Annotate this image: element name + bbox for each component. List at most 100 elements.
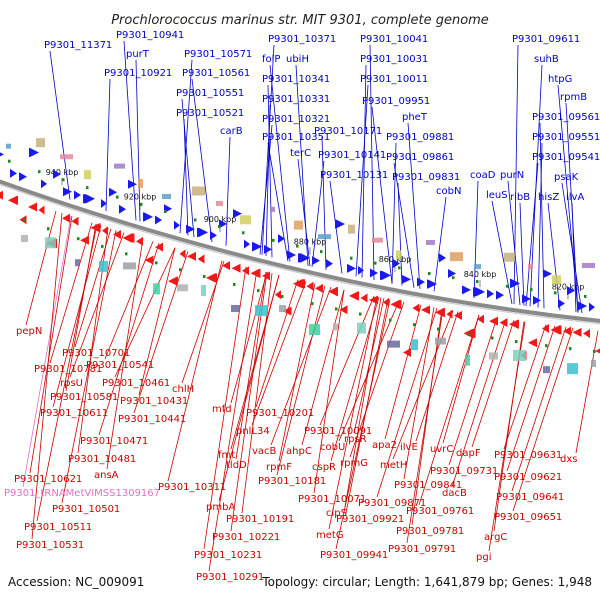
reverse-gene-label: P9301_10481 — [68, 454, 136, 465]
forward-gene-arrow — [278, 234, 285, 244]
forward-gene-arrow — [19, 172, 27, 182]
reverse-leader-line — [98, 242, 160, 436]
reverse-gene-arrow — [328, 286, 338, 296]
forward-gene-arrow — [417, 277, 425, 287]
forward-gene-label: terC — [290, 148, 311, 159]
forward-gene-label: P9301_09881 — [386, 132, 454, 143]
forward-gene-label: P9301_10371 — [268, 34, 336, 45]
forward-leader-line — [297, 158, 311, 267]
annotation-track-block — [348, 224, 355, 234]
reverse-gene-label: dxs — [560, 454, 577, 465]
rna-marker — [506, 284, 509, 288]
forward-gene-arrow — [143, 212, 153, 222]
forward-gene-label: ribB — [510, 192, 530, 203]
reverse-gene-label: P9301_10071 — [298, 494, 366, 505]
reverse-gene-label: P9301_10201 — [246, 408, 314, 419]
forward-gene-arrow — [312, 256, 320, 266]
annotation-track-block — [552, 275, 561, 285]
annotation-track-block — [411, 339, 418, 351]
forward-gene-label: P9301_10011 — [360, 74, 428, 85]
annotation-track-block — [504, 252, 515, 262]
forward-gene-label: P9301_09861 — [386, 152, 454, 163]
reverse-leader-line — [276, 285, 326, 476]
forward-gene-arrow — [63, 187, 72, 197]
forward-gene-arrow — [109, 187, 117, 197]
reverse-gene-arrow — [179, 249, 186, 259]
reverse-gene-label: rpmG — [340, 458, 368, 469]
forward-gene-label: ilvA — [566, 192, 584, 203]
forward-gene-label: P9301_10521 — [176, 108, 244, 119]
forward-gene-arrow — [264, 244, 272, 254]
reverse-leader-line — [278, 283, 316, 462]
forward-gene-label: P9301_10571 — [184, 49, 252, 60]
forward-leader-line — [261, 44, 275, 255]
reverse-gene-label: mfd — [212, 404, 232, 415]
reverse-gene-label: P9301_10461 — [102, 378, 170, 389]
rna-marker — [164, 209, 167, 213]
reverse-leader-line — [418, 314, 480, 506]
tick-label: 840 kbp — [464, 270, 497, 279]
reverse-gene-label: P9301_10531 — [16, 540, 84, 551]
forward-gene-arrow — [29, 147, 39, 157]
forward-leader-line — [391, 142, 397, 284]
reverse-leader-line — [384, 304, 422, 440]
annotation-track-block — [591, 359, 596, 367]
forward-gene-arrow — [219, 219, 227, 229]
reverse-leader-line — [235, 271, 267, 460]
forward-gene-arrow — [370, 268, 378, 278]
reverse-gene-label: P9301_09621 — [494, 472, 562, 483]
annotation-track-block — [450, 252, 463, 262]
rna-marker — [467, 332, 470, 336]
annotation-track-block — [162, 193, 171, 199]
annotation-track-block — [435, 337, 446, 345]
rna-marker — [62, 178, 65, 182]
reverse-gene-arrow — [250, 268, 261, 278]
reverse-leader-line — [313, 289, 345, 494]
forward-gene-label: P9301_10131 — [320, 170, 388, 181]
forward-leader-line — [321, 136, 327, 270]
forward-gene-label: P9301_10141 — [318, 150, 386, 161]
forward-leader-line — [371, 106, 393, 284]
forward-leader-line — [49, 50, 71, 200]
forward-leader-lines — [49, 40, 583, 314]
forward-leader-line — [525, 162, 539, 306]
reverse-leader-line — [36, 224, 98, 522]
rna-marker — [242, 231, 245, 235]
reverse-leader-line — [69, 232, 125, 378]
forward-gene-arrow — [427, 279, 437, 289]
reverse-gene-arrow — [446, 309, 453, 319]
reverse-gene-arrow — [412, 303, 420, 313]
forward-gene-arrow — [197, 227, 208, 237]
reverse-gene-label: P9301_10781 — [34, 364, 102, 375]
annotation-track-block — [60, 154, 73, 160]
forward-gene-arrow — [233, 209, 242, 219]
reverse-gene-arrow — [38, 205, 45, 215]
forward-gene-arrow — [462, 285, 471, 295]
genome-backbone — [0, 179, 600, 323]
annotation-track-block — [99, 260, 108, 272]
reverse-leader-line — [448, 317, 498, 466]
forward-leader-line — [135, 59, 141, 222]
forward-gene-arrow — [358, 265, 364, 275]
annotation-track-block — [201, 284, 206, 296]
rna-marker — [320, 250, 323, 254]
rna-marker — [194, 218, 197, 222]
reverse-leader-line — [61, 230, 117, 504]
reverse-gene-arrow — [315, 283, 323, 293]
forward-gene-label: suhB — [534, 54, 559, 65]
annotation-track-block — [318, 234, 331, 240]
annotation-track-block — [357, 322, 366, 334]
forward-gene-label: P9301_09831 — [392, 172, 460, 183]
reverse-gene-label: rpsR — [344, 434, 367, 445]
reverse-leader-line — [512, 327, 574, 512]
rna-marker — [491, 336, 494, 340]
rna-marker — [569, 347, 572, 351]
tick-label: 920 kbp — [124, 193, 157, 202]
forward-leader-line — [267, 142, 289, 262]
reverse-gene-label: P9301_10501 — [52, 504, 120, 515]
reverse-gene-label: P9301_09921 — [336, 514, 404, 525]
reverse-gene-arrow — [390, 299, 402, 309]
reverse-leader-line — [167, 260, 223, 482]
reverse-gene-label: P9301_09761 — [406, 506, 474, 517]
reverse-gene-label: P9301_09841 — [394, 480, 462, 491]
